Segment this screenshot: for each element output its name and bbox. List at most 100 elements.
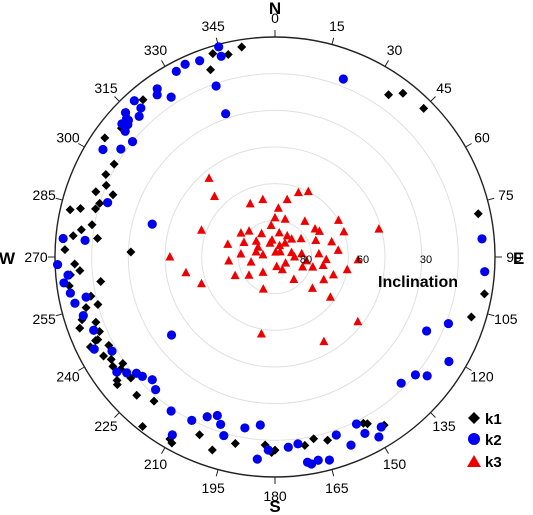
tick-mark-210 bbox=[161, 447, 166, 454]
point-k2-68 bbox=[477, 234, 487, 244]
point-k3-52 bbox=[246, 257, 256, 266]
legend-marker-k2 bbox=[468, 433, 480, 445]
point-k3-27 bbox=[308, 262, 318, 271]
point-k2-37 bbox=[137, 371, 147, 382]
point-k1-47 bbox=[208, 49, 218, 59]
point-k3-16 bbox=[273, 203, 283, 212]
point-k3-64 bbox=[274, 227, 284, 237]
point-k3-26 bbox=[307, 283, 317, 292]
tick-label-120: 120 bbox=[470, 369, 494, 385]
point-k3-25 bbox=[319, 274, 329, 284]
point-k2-39 bbox=[150, 385, 161, 395]
point-k2-59 bbox=[374, 432, 384, 442]
point-k3-46 bbox=[244, 226, 254, 235]
tick-label-30: 30 bbox=[387, 42, 403, 58]
point-k1-19 bbox=[81, 303, 91, 313]
inclination-tick-60: 60 bbox=[357, 254, 369, 266]
point-k1-5 bbox=[118, 359, 128, 369]
grid-ring-30 bbox=[127, 109, 423, 405]
point-k3-70 bbox=[298, 262, 308, 271]
point-k3-19 bbox=[300, 216, 310, 225]
azimuth-ticks: 0 15 30 45 60 75 90 105 120 135 150 165 180 195 210 225… bbox=[24, 10, 522, 504]
point-k3-11 bbox=[334, 215, 344, 224]
point-k2-19 bbox=[211, 81, 221, 91]
point-k3-62 bbox=[275, 246, 285, 256]
tick-label-210: 210 bbox=[144, 456, 168, 472]
point-k1-58 bbox=[466, 312, 476, 322]
legend-label-k3: k3 bbox=[485, 454, 502, 471]
tick-label-60: 60 bbox=[474, 130, 490, 146]
point-k3-2 bbox=[196, 225, 206, 234]
point-k3-58 bbox=[277, 264, 287, 274]
tick-label-90: 90 bbox=[506, 249, 522, 265]
point-k2-56 bbox=[346, 440, 356, 450]
point-k2-62 bbox=[410, 370, 421, 380]
tick-mark-60 bbox=[465, 143, 472, 148]
tick-label-180: 180 bbox=[263, 488, 287, 504]
point-k2-46 bbox=[219, 430, 229, 441]
point-k2-2 bbox=[195, 56, 205, 66]
point-k2-25 bbox=[63, 270, 73, 280]
point-k2-33 bbox=[107, 346, 117, 356]
point-k3-48 bbox=[239, 237, 249, 247]
point-k2-0 bbox=[216, 51, 226, 61]
point-k3-31 bbox=[297, 248, 307, 258]
point-k3-66 bbox=[258, 249, 268, 259]
point-k3-40 bbox=[270, 212, 280, 222]
south-label: S bbox=[269, 497, 280, 515]
point-k2-21 bbox=[103, 198, 113, 208]
point-k1-46 bbox=[206, 65, 216, 75]
tick-label-105: 105 bbox=[494, 311, 518, 327]
point-k2-9 bbox=[134, 111, 144, 121]
point-k3-45 bbox=[251, 236, 261, 245]
point-k2-32 bbox=[89, 344, 99, 354]
legend-marker-k1 bbox=[468, 412, 480, 424]
point-k3-24 bbox=[325, 292, 335, 301]
tick-mark-15 bbox=[331, 37, 335, 45]
point-k1-40 bbox=[101, 169, 111, 179]
point-k3-7 bbox=[319, 336, 329, 346]
tick-label-165: 165 bbox=[325, 480, 349, 496]
tick-label-0: 0 bbox=[271, 10, 279, 26]
point-k3-1 bbox=[210, 191, 220, 201]
point-k2-61 bbox=[396, 378, 406, 388]
point-k3-29 bbox=[321, 254, 331, 264]
point-k2-29 bbox=[70, 298, 80, 308]
point-k2-63 bbox=[422, 371, 432, 381]
point-k2-67 bbox=[480, 267, 490, 277]
point-k2-69 bbox=[338, 74, 348, 84]
point-k3-44 bbox=[257, 228, 267, 238]
point-k2-66 bbox=[443, 318, 454, 329]
tick-mark-225 bbox=[114, 412, 120, 418]
point-k1-26 bbox=[70, 259, 80, 269]
point-k3-61 bbox=[287, 247, 297, 257]
tick-label-45: 45 bbox=[436, 80, 452, 96]
tick-mark-135 bbox=[430, 412, 436, 418]
point-k2-47 bbox=[255, 420, 265, 430]
point-k3-4 bbox=[181, 267, 191, 277]
point-k1-7 bbox=[112, 375, 122, 385]
tick-label-135: 135 bbox=[432, 418, 456, 434]
east-label: E bbox=[513, 249, 524, 268]
point-k3-5 bbox=[196, 278, 206, 288]
point-k2-40 bbox=[166, 406, 176, 416]
point-k3-55 bbox=[258, 267, 268, 276]
tick-mark-240 bbox=[78, 366, 85, 371]
point-k3-33 bbox=[327, 236, 337, 246]
point-k3-43 bbox=[265, 238, 275, 247]
north-label: N bbox=[269, 0, 281, 18]
point-k1-67 bbox=[207, 445, 217, 455]
point-k2-30 bbox=[78, 311, 88, 321]
point-k1-2 bbox=[132, 390, 142, 400]
legend-label-k2: k2 bbox=[485, 432, 502, 449]
point-k3-35 bbox=[296, 233, 306, 243]
point-k1-16 bbox=[75, 323, 85, 333]
point-k3-12 bbox=[293, 187, 303, 197]
point-k3-0 bbox=[204, 173, 214, 182]
point-k2-41 bbox=[167, 430, 177, 440]
point-k3-15 bbox=[258, 194, 268, 204]
point-k2-49 bbox=[283, 442, 293, 452]
point-k2-55 bbox=[331, 430, 341, 440]
tick-mark-285 bbox=[55, 197, 63, 201]
